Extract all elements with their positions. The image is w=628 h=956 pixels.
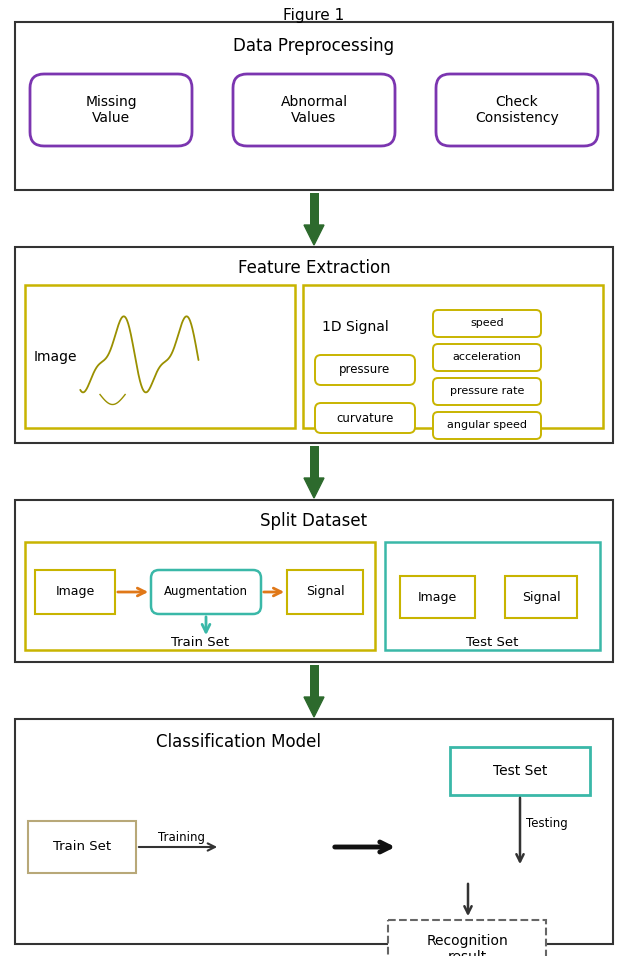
Text: Test Set: Test Set: [493, 764, 547, 778]
Text: Data Preprocessing: Data Preprocessing: [234, 37, 394, 55]
FancyBboxPatch shape: [315, 355, 415, 385]
Bar: [310, 665, 318, 697]
Bar: [303, 285, 603, 428]
Bar: [25, 285, 295, 428]
Ellipse shape: [408, 814, 528, 880]
Bar: [25, 542, 375, 650]
Text: Image: Image: [55, 585, 95, 598]
Text: Split Dataset: Split Dataset: [261, 512, 367, 530]
Bar: [35, 570, 115, 614]
Text: Signal: Signal: [522, 591, 560, 603]
Text: Train Set: Train Set: [171, 636, 229, 648]
FancyBboxPatch shape: [30, 74, 192, 146]
Bar: [287, 570, 363, 614]
Text: pressure: pressure: [339, 363, 391, 377]
Text: Abnormal
Values: Abnormal Values: [281, 95, 347, 125]
Text: pressure rate: pressure rate: [450, 386, 524, 397]
Polygon shape: [304, 697, 324, 717]
Bar: [15, 22, 613, 190]
Text: Feature Extraction: Feature Extraction: [237, 259, 391, 277]
FancyBboxPatch shape: [433, 378, 541, 405]
Text: acceleration: acceleration: [453, 353, 521, 362]
Bar: [388, 920, 546, 956]
Text: Image: Image: [418, 591, 457, 603]
Text: HSDT-MS: HSDT-MS: [241, 839, 315, 855]
Text: speed: speed: [470, 318, 504, 329]
Bar: [15, 247, 613, 443]
Bar: [385, 542, 600, 650]
Polygon shape: [304, 225, 324, 245]
Bar: [310, 193, 318, 225]
Text: Figure 1: Figure 1: [283, 8, 345, 23]
Bar: [15, 500, 613, 662]
Bar: [450, 747, 590, 795]
Text: 1D Signal: 1D Signal: [322, 320, 388, 334]
Text: Trained
HSDT-MS: Trained HSDT-MS: [433, 832, 503, 862]
Text: Train Set: Train Set: [53, 840, 111, 854]
FancyBboxPatch shape: [433, 310, 541, 337]
Text: Image: Image: [33, 350, 77, 363]
Text: Signal: Signal: [306, 585, 344, 598]
Bar: [505, 576, 577, 618]
FancyBboxPatch shape: [436, 74, 598, 146]
Text: Testing: Testing: [526, 817, 568, 831]
FancyBboxPatch shape: [315, 403, 415, 433]
Text: Classification Model: Classification Model: [156, 733, 320, 751]
Polygon shape: [304, 478, 324, 498]
Text: Missing
Value: Missing Value: [85, 95, 137, 125]
Bar: [310, 446, 318, 478]
Bar: [28, 821, 136, 873]
FancyBboxPatch shape: [151, 570, 261, 614]
Bar: [400, 576, 475, 618]
Text: Training: Training: [158, 831, 205, 843]
Text: angular speed: angular speed: [447, 421, 527, 430]
Text: Augmentation: Augmentation: [164, 585, 248, 598]
Text: Check
Consistency: Check Consistency: [475, 95, 559, 125]
Text: Test Set: Test Set: [467, 636, 519, 648]
FancyBboxPatch shape: [433, 344, 541, 371]
Bar: [15, 719, 613, 944]
Text: curvature: curvature: [337, 411, 394, 424]
Text: Recognition
result: Recognition result: [426, 934, 508, 956]
Ellipse shape: [225, 817, 330, 877]
FancyBboxPatch shape: [233, 74, 395, 146]
FancyBboxPatch shape: [433, 412, 541, 439]
